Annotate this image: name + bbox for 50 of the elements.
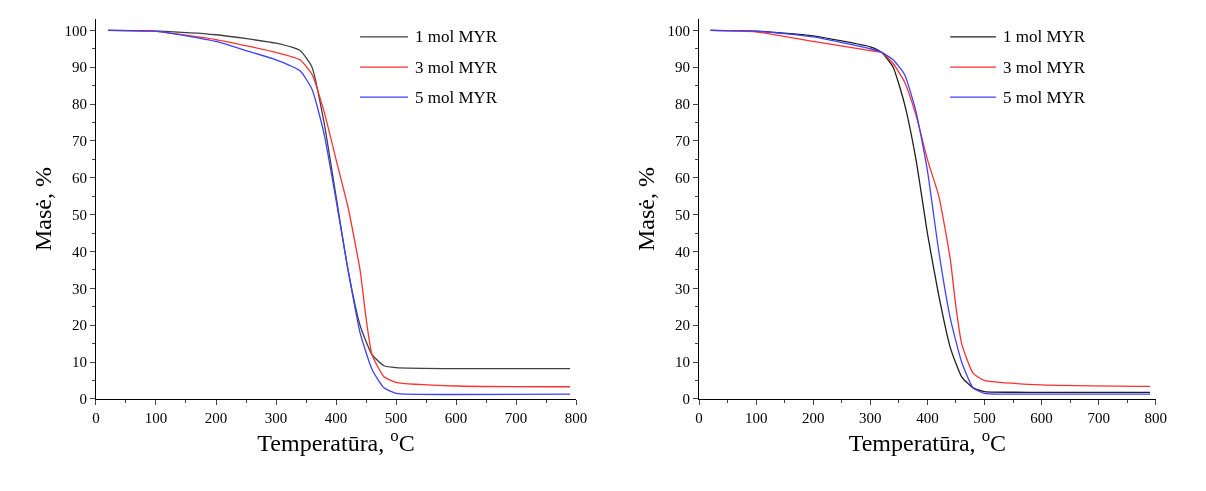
legend-label: 1 mol MYR bbox=[415, 27, 498, 46]
x-tick-label: 200 bbox=[801, 409, 825, 426]
x-tick-label: 800 bbox=[1144, 409, 1167, 426]
y-tick-label: 10 bbox=[71, 354, 87, 371]
y-tick-label: 40 bbox=[675, 243, 691, 260]
x-tick-label: 400 bbox=[916, 409, 939, 426]
y-tick-label: 10 bbox=[675, 354, 691, 371]
y-tick-label: 90 bbox=[675, 59, 691, 76]
x-tick-label: 600 bbox=[444, 409, 468, 426]
x-tick-label: 700 bbox=[504, 409, 528, 426]
y-tick-label: 90 bbox=[71, 59, 87, 76]
y-tick-label: 20 bbox=[71, 317, 87, 334]
y-tick-label: 80 bbox=[675, 96, 691, 113]
x-tick-label: 600 bbox=[1030, 409, 1053, 426]
y-tick-label: 70 bbox=[675, 133, 691, 150]
y-tick-label: 0 bbox=[682, 391, 691, 408]
y-axis-title: Masė, % bbox=[632, 167, 659, 252]
y-tick-label: 50 bbox=[71, 206, 87, 223]
x-axis-title: Temperatūra, $^{o}$C bbox=[848, 425, 1007, 456]
x-axis-title: Temperatūra, $^{o}$C bbox=[257, 425, 415, 456]
y-tick-label: 100 bbox=[64, 22, 87, 39]
y-tick-label: 30 bbox=[675, 280, 691, 297]
x-tick-label: 300 bbox=[859, 409, 882, 426]
y-tick-label: 80 bbox=[71, 96, 87, 113]
x-tick-label: 100 bbox=[144, 409, 168, 426]
y-tick-label: 0 bbox=[79, 391, 87, 408]
y-tick-label: 60 bbox=[675, 170, 691, 187]
x-tick-label: 300 bbox=[264, 409, 288, 426]
y-tick-label: 60 bbox=[71, 170, 87, 187]
x-tick-label: 800 bbox=[564, 409, 588, 426]
legend-label: 3 mol MYR bbox=[415, 58, 498, 77]
legend-label: 3 mol MYR bbox=[1003, 58, 1086, 77]
y-tick-label: 20 bbox=[675, 317, 691, 334]
x-tick-label: 200 bbox=[204, 409, 228, 426]
y-tick-label: 70 bbox=[71, 133, 87, 150]
x-tick-label: 0 bbox=[92, 409, 100, 426]
y-axis-title: Masė, % bbox=[29, 167, 56, 252]
y-tick-label: 50 bbox=[675, 206, 691, 223]
legend-label: 1 mol MYR bbox=[1003, 27, 1086, 46]
x-tick-label: 500 bbox=[973, 409, 996, 426]
x-tick-label: 400 bbox=[324, 409, 348, 426]
y-tick-label: 30 bbox=[71, 280, 87, 297]
legend-label: 5 mol MYR bbox=[1003, 88, 1086, 107]
y-tick-label: 100 bbox=[667, 22, 691, 39]
legend-label: 5 mol MYR bbox=[415, 88, 498, 107]
x-tick-label: 0 bbox=[695, 409, 703, 426]
x-tick-label: 700 bbox=[1087, 409, 1110, 426]
x-tick-label: 100 bbox=[744, 409, 768, 426]
x-tick-label: 500 bbox=[384, 409, 408, 426]
y-tick-label: 40 bbox=[71, 243, 87, 260]
